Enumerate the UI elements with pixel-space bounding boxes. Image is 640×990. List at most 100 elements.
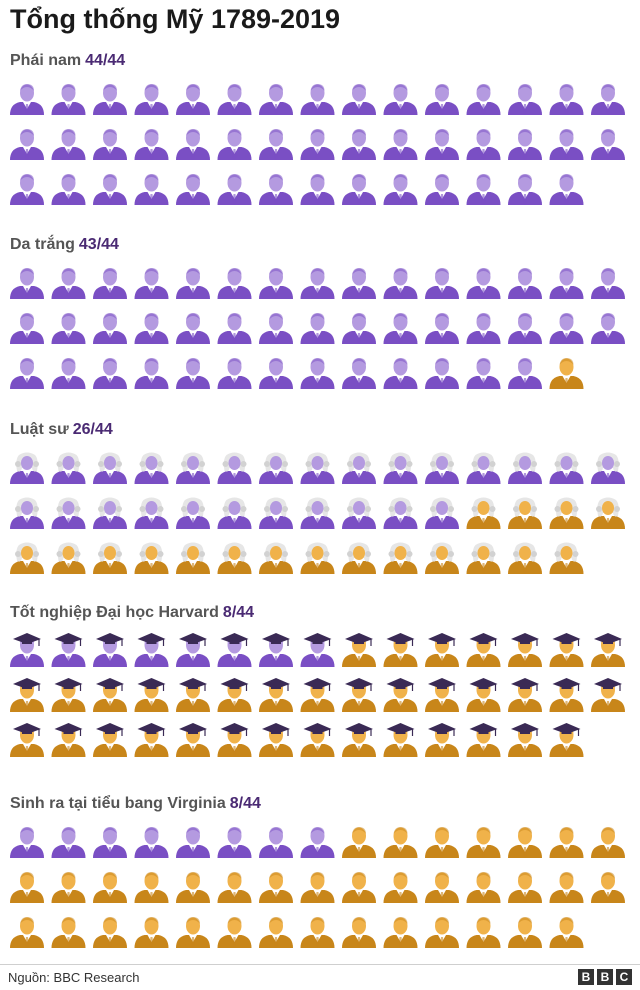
figure-counted (176, 452, 210, 484)
figure-counted (383, 452, 418, 484)
figure-not-counted (10, 917, 44, 948)
figure-counted (508, 174, 542, 205)
figure-counted (300, 313, 335, 344)
figure-not-counted (383, 723, 418, 757)
figure-counted (217, 313, 252, 344)
figure-counted (342, 84, 376, 115)
figure-counted (259, 497, 293, 529)
figure-counted (51, 633, 86, 667)
figure-not-counted (383, 872, 418, 903)
figure-counted (466, 129, 501, 160)
figure-not-counted (508, 497, 542, 529)
figure-counted (10, 313, 44, 344)
figure-counted (93, 633, 127, 667)
figure-not-counted (93, 723, 127, 757)
figure-counted (383, 84, 418, 115)
logo-letter: B (578, 969, 594, 985)
panel-label: Luật sư 26/44 (10, 421, 113, 438)
figure-counted (176, 84, 210, 115)
figure-counted (425, 174, 459, 205)
figure-counted (342, 129, 376, 160)
figure-not-counted (383, 542, 418, 574)
figure-counted (51, 313, 86, 344)
figure-not-counted (300, 542, 335, 574)
figure-counted (51, 174, 86, 205)
figure-counted (176, 497, 210, 529)
page-title: Tổng thống Mỹ 1789-2019 (10, 4, 341, 34)
figure-counted (259, 633, 293, 667)
pictogram-grid (10, 827, 625, 948)
panel-count: 44/44 (85, 52, 126, 69)
figure-not-counted (93, 872, 127, 903)
figure-not-counted (10, 872, 44, 903)
figure-counted (176, 313, 210, 344)
figure-counted (134, 84, 169, 115)
figure-not-counted (508, 723, 542, 757)
figure-counted (10, 84, 44, 115)
figure-counted (549, 452, 584, 484)
panel-label: Tốt nghiệp Đại học Harvard 8/44 (10, 604, 255, 621)
figure-not-counted (508, 827, 542, 858)
figure-not-counted (134, 917, 169, 948)
figure-counted (134, 633, 169, 667)
figure-not-counted (134, 872, 169, 903)
figure-not-counted (217, 917, 252, 948)
figure-not-counted (383, 917, 418, 948)
figure-not-counted (342, 723, 376, 757)
figure-counted (508, 129, 542, 160)
figure-counted (93, 268, 127, 299)
panel-label: Phái nam 44/44 (10, 52, 126, 69)
figure-not-counted (549, 497, 584, 529)
panel-count: 26/44 (72, 421, 113, 438)
figure-not-counted (383, 678, 418, 712)
figure-not-counted (591, 678, 625, 712)
figure-counted (134, 313, 169, 344)
figure-not-counted (425, 633, 459, 667)
figure-counted (342, 268, 376, 299)
figure-counted (217, 827, 252, 858)
figure-counted (217, 84, 252, 115)
figure-counted (93, 313, 127, 344)
figure-not-counted (342, 633, 376, 667)
figure-counted (549, 268, 584, 299)
figure-counted (466, 84, 501, 115)
figure-counted (10, 827, 44, 858)
figure-counted (591, 84, 625, 115)
figure-not-counted (134, 542, 169, 574)
figure-counted (425, 268, 459, 299)
pictogram-grid (10, 84, 625, 205)
panel-count: 43/44 (78, 236, 119, 253)
figure-not-counted (51, 917, 86, 948)
figure-not-counted (466, 633, 501, 667)
figure-counted (425, 497, 459, 529)
figure-counted (259, 313, 293, 344)
figure-not-counted (134, 723, 169, 757)
figure-counted (51, 129, 86, 160)
figure-counted (466, 452, 501, 484)
figure-not-counted (549, 542, 584, 574)
figure-not-counted (10, 723, 44, 757)
figure-not-counted (466, 497, 501, 529)
pictogram-grid (10, 268, 625, 389)
figure-not-counted (176, 542, 210, 574)
figure-not-counted (425, 542, 459, 574)
figure-counted (383, 174, 418, 205)
figure-counted (300, 129, 335, 160)
figure-counted (93, 827, 127, 858)
figure-counted (591, 129, 625, 160)
figure-counted (217, 633, 252, 667)
logo-letter: C (616, 969, 632, 985)
figure-counted (466, 358, 501, 389)
figure-not-counted (51, 542, 86, 574)
figure-counted (93, 497, 127, 529)
figure-counted (10, 633, 44, 667)
figure-not-counted (300, 678, 335, 712)
figure-counted (176, 827, 210, 858)
figure-not-counted (342, 872, 376, 903)
figure-counted (176, 358, 210, 389)
figure-counted (10, 452, 44, 484)
figure-counted (342, 313, 376, 344)
figure-counted (466, 313, 501, 344)
figure-not-counted (10, 678, 44, 712)
figure-counted (10, 497, 44, 529)
